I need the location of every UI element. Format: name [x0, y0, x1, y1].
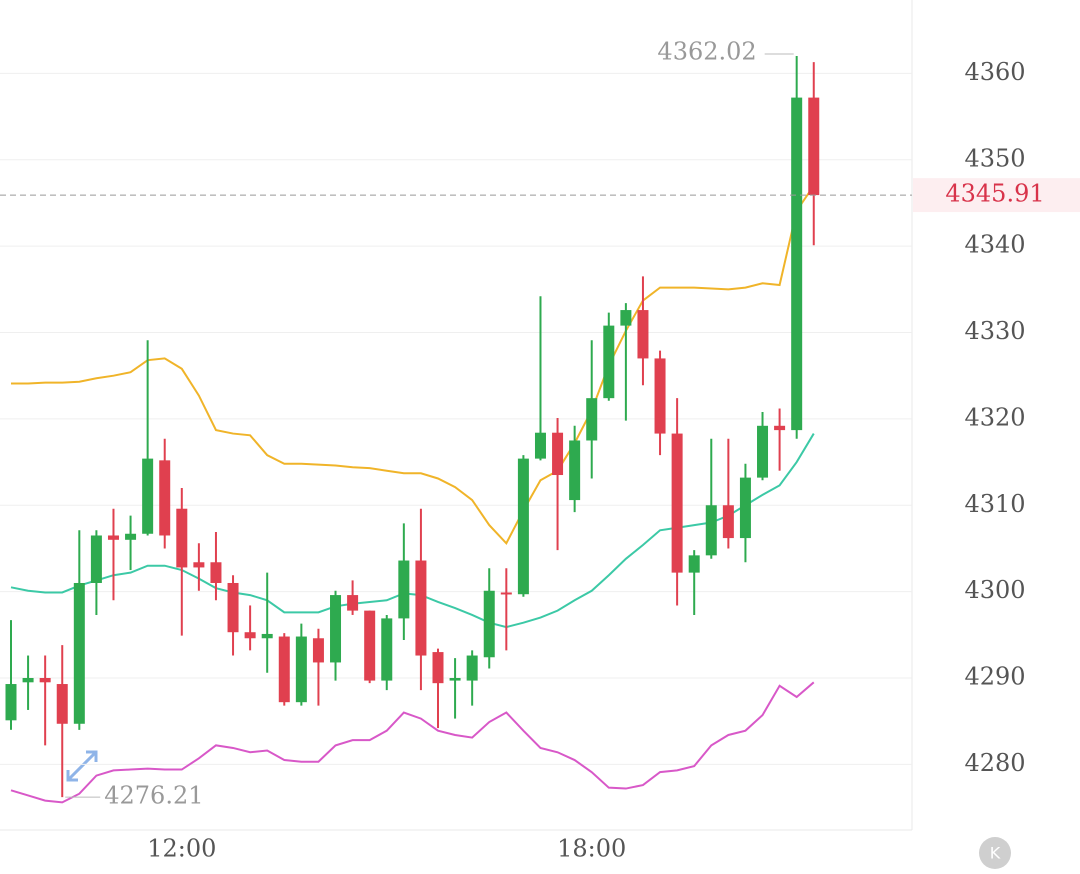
candle-body: [347, 595, 359, 611]
candle-body: [364, 610, 376, 681]
candle-body: [90, 535, 102, 583]
candle-body: [381, 618, 393, 681]
expand-icon[interactable]: [66, 750, 98, 782]
candle-body: [398, 560, 410, 619]
candle-body: [125, 533, 137, 540]
candle-body: [757, 425, 769, 478]
candle-body: [654, 358, 666, 434]
candle-body: [159, 460, 171, 536]
candle-body: [176, 508, 188, 568]
candle-body: [107, 535, 119, 540]
y-tick-label: 4290: [964, 662, 1025, 690]
y-tick-label: 4310: [964, 490, 1025, 518]
candle-body: [671, 433, 683, 573]
max-label: 4362.02: [657, 37, 756, 65]
y-tick-label: 4350: [964, 144, 1025, 172]
band-line: [10, 681, 815, 804]
candle-body: [722, 505, 734, 539]
k-circle: [979, 837, 1011, 869]
k-icon: K: [990, 844, 1001, 863]
candle-body: [56, 684, 68, 724]
candle-body: [620, 310, 632, 326]
candle-body: [193, 562, 205, 568]
candle-body: [705, 505, 717, 556]
candle-body: [210, 562, 222, 583]
x-tick-label: 12:00: [147, 835, 216, 863]
candle-body: [432, 652, 444, 684]
candle-body: [603, 325, 615, 399]
candle-body: [808, 97, 820, 196]
expand-arrow: [66, 750, 98, 782]
candle-body: [739, 477, 751, 539]
candle-body: [142, 458, 154, 534]
y-tick-label: 4340: [964, 231, 1025, 259]
candle-body: [586, 398, 598, 441]
candle-body: [774, 425, 786, 431]
candle-body: [22, 677, 34, 683]
candle-body: [5, 684, 17, 721]
candle-body: [244, 632, 256, 639]
candle-body: [517, 458, 529, 595]
y-tick-label: 4280: [964, 749, 1025, 777]
candle-body: [73, 582, 85, 724]
candle-body: [534, 432, 546, 459]
candle-body: [552, 432, 564, 476]
candle-body: [278, 636, 290, 703]
y-tick-label: 4360: [964, 58, 1025, 86]
candle-body: [466, 655, 478, 681]
candle-body: [500, 592, 512, 595]
candle-body: [688, 555, 700, 573]
y-tick-label: 4300: [964, 576, 1025, 604]
candle-body: [227, 582, 239, 633]
candle-body: [569, 440, 581, 501]
candle-body: [791, 97, 803, 431]
x-tick-label: 18:00: [557, 835, 626, 863]
last-price-box: [913, 178, 1080, 213]
band-line: [11, 185, 815, 545]
candle-body: [330, 595, 342, 663]
k-button[interactable]: K: [979, 837, 1011, 869]
candle-body: [295, 636, 307, 703]
candle-body: [312, 638, 324, 663]
candle-body: [415, 560, 427, 656]
min-label: 4276.21: [104, 782, 203, 810]
candle-body: [261, 633, 273, 639]
candle-body: [637, 310, 649, 359]
y-tick-label: 4330: [964, 317, 1025, 345]
last-price-label: 4345.91: [945, 180, 1044, 208]
candle-body: [449, 677, 461, 681]
candle-body: [483, 590, 495, 658]
y-tick-label: 4320: [964, 403, 1025, 431]
candle-body: [39, 677, 51, 683]
